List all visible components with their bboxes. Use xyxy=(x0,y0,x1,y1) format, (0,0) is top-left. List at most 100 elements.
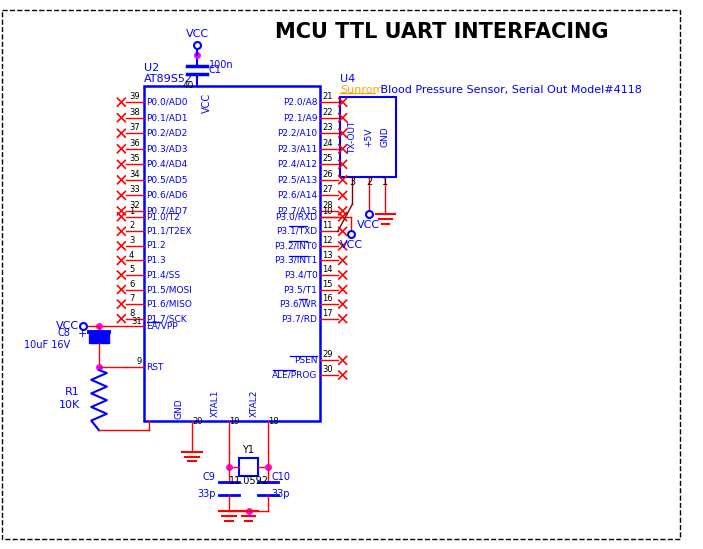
Text: 15: 15 xyxy=(322,279,333,289)
Text: 3: 3 xyxy=(349,177,356,187)
Text: 8: 8 xyxy=(129,309,134,318)
Text: 1: 1 xyxy=(382,177,389,187)
Text: P1.1/T2EX: P1.1/T2EX xyxy=(147,227,192,236)
Text: 25: 25 xyxy=(322,154,333,164)
Text: VCC: VCC xyxy=(340,240,363,250)
Text: 10uF 16V: 10uF 16V xyxy=(24,340,70,350)
Text: RST: RST xyxy=(147,363,164,372)
Bar xyxy=(89,333,109,343)
Text: 38: 38 xyxy=(129,108,140,117)
Text: MCU TTL UART INTERFACING: MCU TTL UART INTERFACING xyxy=(275,23,608,42)
Text: P0.4/AD4: P0.4/AD4 xyxy=(147,160,188,169)
Text: C8: C8 xyxy=(57,328,70,338)
Text: 21: 21 xyxy=(322,92,333,101)
Text: P2.2/A10: P2.2/A10 xyxy=(277,129,318,138)
Text: P1.5/MOSI: P1.5/MOSI xyxy=(147,285,193,294)
Text: P1.6/MISO: P1.6/MISO xyxy=(147,300,193,309)
Text: 18: 18 xyxy=(268,417,278,425)
Text: PSEN: PSEN xyxy=(294,356,318,365)
Text: 29: 29 xyxy=(322,350,333,360)
Text: 24: 24 xyxy=(322,139,333,148)
Text: 6: 6 xyxy=(129,279,134,289)
Text: 10K: 10K xyxy=(58,400,79,410)
Text: 1: 1 xyxy=(129,207,134,216)
Text: 11.0592: 11.0592 xyxy=(228,475,269,486)
Text: 3: 3 xyxy=(129,236,134,245)
Text: 22: 22 xyxy=(322,108,333,117)
Text: XTAL2: XTAL2 xyxy=(250,389,259,417)
Text: P0.7/AD7: P0.7/AD7 xyxy=(147,206,188,215)
Text: 28: 28 xyxy=(322,201,333,210)
Text: 33p: 33p xyxy=(197,489,216,499)
Text: P0.1/AD1: P0.1/AD1 xyxy=(147,113,188,122)
Text: 20: 20 xyxy=(192,417,202,425)
Text: 11: 11 xyxy=(322,221,333,231)
Text: 36: 36 xyxy=(129,139,140,148)
Text: 27: 27 xyxy=(322,186,333,194)
Text: 33p: 33p xyxy=(272,489,290,499)
Text: P0.6/AD6: P0.6/AD6 xyxy=(147,191,188,200)
Text: 2: 2 xyxy=(366,177,372,187)
Text: 10: 10 xyxy=(322,207,333,216)
Text: P0.5/AD5: P0.5/AD5 xyxy=(147,175,188,184)
Text: P2.0/A8: P2.0/A8 xyxy=(283,98,318,107)
Text: P3.2/INT0: P3.2/INT0 xyxy=(274,242,318,250)
Text: P2.1/A9: P2.1/A9 xyxy=(283,113,318,122)
Text: VCC: VCC xyxy=(202,93,212,113)
Text: 2: 2 xyxy=(129,221,134,231)
Text: VCC: VCC xyxy=(357,220,380,229)
Text: 5: 5 xyxy=(129,265,134,274)
Text: ALE/PROG: ALE/PROG xyxy=(272,371,318,379)
Text: P3.1/TXD: P3.1/TXD xyxy=(276,227,318,236)
Text: TX-OUT: TX-OUT xyxy=(348,120,357,154)
Text: R1: R1 xyxy=(65,388,79,397)
Text: P0.2/AD2: P0.2/AD2 xyxy=(147,129,188,138)
Text: 39: 39 xyxy=(129,92,140,101)
Text: AT89S52: AT89S52 xyxy=(143,74,193,84)
Text: 14: 14 xyxy=(322,265,333,274)
Text: 4: 4 xyxy=(129,250,134,260)
Text: P1.0/T2: P1.0/T2 xyxy=(147,212,181,221)
Text: Sunrom: Sunrom xyxy=(340,85,383,94)
Text: P1.7/SCK: P1.7/SCK xyxy=(147,314,187,323)
Text: 7: 7 xyxy=(129,294,134,303)
Text: P1.4/SS: P1.4/SS xyxy=(147,271,181,279)
Bar xyxy=(340,97,396,177)
Text: P1.2: P1.2 xyxy=(147,242,166,250)
Text: 19: 19 xyxy=(229,417,240,425)
Text: P3.7/RD: P3.7/RD xyxy=(282,314,318,323)
Text: P3.0/RXD: P3.0/RXD xyxy=(276,212,318,221)
Text: U4: U4 xyxy=(340,74,355,84)
Text: 13: 13 xyxy=(322,250,333,260)
Text: P2.7/A15: P2.7/A15 xyxy=(277,206,318,215)
Text: 16: 16 xyxy=(322,294,333,303)
Text: P0.3/AD3: P0.3/AD3 xyxy=(147,144,188,153)
Text: 35: 35 xyxy=(129,154,140,164)
Text: EA/VPP: EA/VPP xyxy=(147,322,178,331)
Text: 34: 34 xyxy=(129,170,140,179)
Text: 40: 40 xyxy=(183,81,194,89)
Text: C9: C9 xyxy=(202,472,216,482)
Text: 17: 17 xyxy=(322,309,333,318)
Text: 31: 31 xyxy=(131,317,142,326)
Text: VCC: VCC xyxy=(56,321,79,332)
Text: P3.4/T0: P3.4/T0 xyxy=(284,271,318,279)
Text: P2.6/A14: P2.6/A14 xyxy=(277,191,318,200)
Text: P2.5/A13: P2.5/A13 xyxy=(277,175,318,184)
Text: +5V: +5V xyxy=(364,127,373,147)
Text: P2.3/A11: P2.3/A11 xyxy=(277,144,318,153)
Text: 33: 33 xyxy=(129,186,140,194)
Text: 100n: 100n xyxy=(209,60,233,70)
Text: GND: GND xyxy=(381,127,390,148)
Text: 26: 26 xyxy=(322,170,333,179)
Text: 23: 23 xyxy=(322,124,333,132)
Text: 37: 37 xyxy=(129,124,140,132)
Text: C1: C1 xyxy=(209,65,221,75)
Text: P1.3: P1.3 xyxy=(147,256,167,265)
Text: P0.0/AD0: P0.0/AD0 xyxy=(147,98,188,107)
Text: 30: 30 xyxy=(322,365,333,374)
Text: 9: 9 xyxy=(136,357,142,366)
Text: P3.3/INT1: P3.3/INT1 xyxy=(274,256,318,265)
Text: XTAL1: XTAL1 xyxy=(211,389,220,417)
Text: 32: 32 xyxy=(129,201,140,210)
